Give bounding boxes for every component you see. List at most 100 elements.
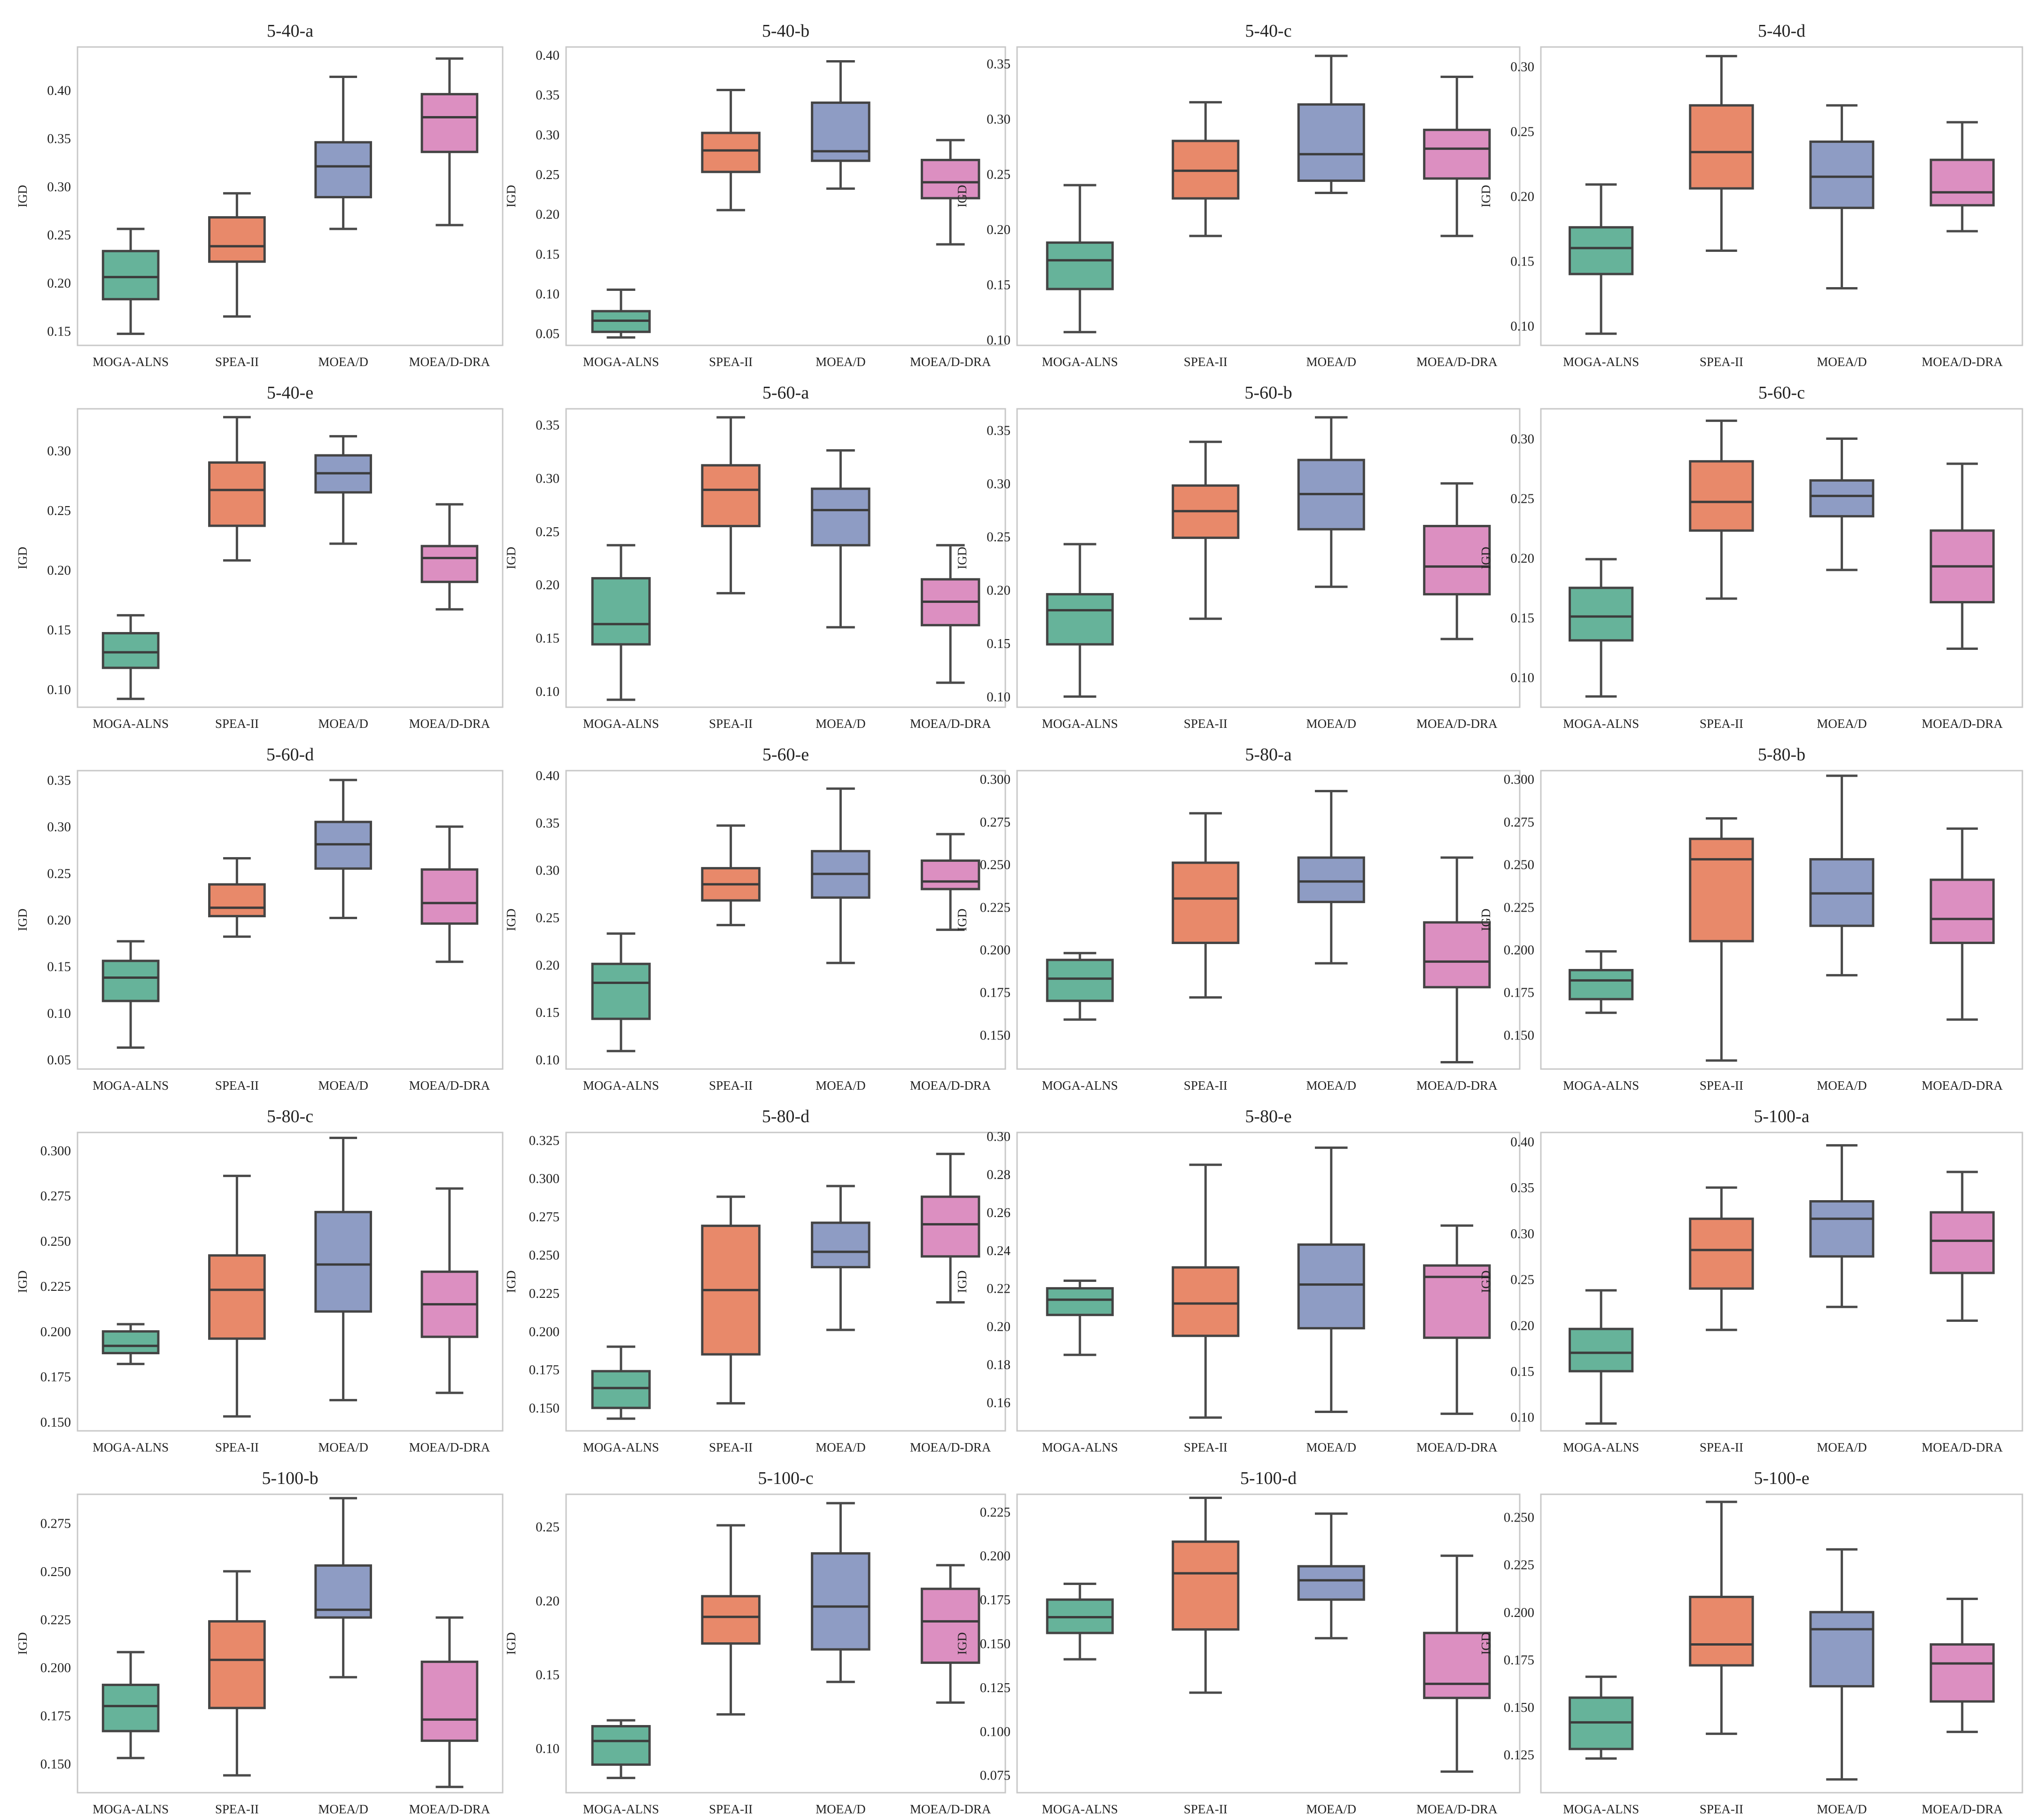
iqr-box bbox=[101, 632, 160, 669]
y-tick-label: 0.250 bbox=[529, 1248, 560, 1263]
y-tick-label: 0.300 bbox=[980, 772, 1010, 787]
iqr-box bbox=[1809, 141, 1874, 209]
box-SPEA-II bbox=[1172, 101, 1240, 237]
panel-frame bbox=[77, 46, 504, 346]
x-category-label: MOEA/D-DRA bbox=[409, 1078, 490, 1093]
iqr-box bbox=[101, 960, 160, 1002]
x-category-label: MOGA-ALNS bbox=[1563, 1802, 1639, 1816]
x-category-label: MOEA/D bbox=[1817, 1802, 1867, 1816]
y-tick-label: 0.250 bbox=[980, 858, 1010, 873]
x-category-label: SPEA-II bbox=[709, 1802, 753, 1816]
iqr-box bbox=[701, 1595, 761, 1645]
y-tick-label: 0.200 bbox=[40, 1324, 71, 1339]
box-MOEA/D bbox=[811, 1185, 870, 1331]
y-tick-label: 0.35 bbox=[536, 88, 560, 103]
iqr-box bbox=[1046, 1287, 1114, 1316]
y-axis-label: IGD bbox=[16, 547, 30, 570]
box-SPEA-II bbox=[1172, 1163, 1240, 1419]
box-MOEA/D bbox=[314, 779, 372, 920]
y-tick-label: 0.25 bbox=[1510, 1273, 1534, 1288]
x-category-label: MOEA/D bbox=[1817, 717, 1867, 731]
iqr-box bbox=[1689, 104, 1754, 190]
y-axis-label: IGD bbox=[1479, 1632, 1493, 1655]
box-SPEA-II bbox=[1689, 419, 1754, 600]
x-category-label: SPEA-II bbox=[1700, 1440, 1743, 1454]
x-category-label: MOEA/D bbox=[816, 1078, 866, 1093]
panel-5-80-a: 5-80-a IGD 0.150 0.175 0.200 0.225 0.250 0.275 0… bbox=[955, 745, 1521, 1093]
y-tick-label: 0.35 bbox=[47, 773, 71, 788]
x-category-label: SPEA-II bbox=[1184, 1802, 1228, 1816]
x-category-label: MOGA-ALNS bbox=[1563, 355, 1639, 369]
y-axis-label: IGD bbox=[504, 547, 518, 570]
y-tick-label: 0.20 bbox=[536, 207, 560, 222]
x-category-label: MOEA/D-DRA bbox=[1922, 717, 2003, 731]
panel-5-40-d: 5-40-d IGD 0.10 0.15 0.20 0.25 0.30 MOGA-ALNS SP… bbox=[1479, 21, 2023, 369]
panel-5-80-b: 5-80-b IGD 0.150 0.175 0.200 0.225 0.250 0.275 0… bbox=[1479, 745, 2023, 1093]
iqr-box bbox=[1423, 1632, 1491, 1699]
iqr-box bbox=[591, 1370, 651, 1409]
panel-5-100-d: 5-100-d IGD 0.075 0.100 0.125 0.150 0.175 0.200… bbox=[955, 1468, 1521, 1816]
panel-title: 5-60-a bbox=[762, 383, 809, 403]
y-tick-label: 0.150 bbox=[40, 1757, 71, 1772]
panel-5-60-d: 5-60-d IGD 0.05 0.10 0.15 0.20 0.25 0.30 0.35 MOG… bbox=[16, 745, 504, 1093]
y-axis-label: IGD bbox=[16, 1632, 30, 1655]
box-MOEA/D-DRA bbox=[420, 1616, 479, 1788]
iqr-box bbox=[1569, 226, 1634, 275]
box-MOEA/D bbox=[811, 1502, 870, 1683]
iqr-box bbox=[1569, 1327, 1634, 1373]
iqr-box bbox=[1929, 1643, 1995, 1703]
x-category-label: MOGA-ALNS bbox=[93, 1802, 169, 1816]
y-tick-label: 0.20 bbox=[1510, 189, 1534, 204]
y-tick-label: 0.275 bbox=[529, 1210, 560, 1225]
x-category-label: MOEA/D-DRA bbox=[409, 1440, 490, 1454]
x-category-label: SPEA-II bbox=[215, 1440, 259, 1454]
y-tick-label: 0.250 bbox=[40, 1564, 71, 1579]
iqr-box bbox=[1569, 586, 1634, 642]
y-tick-label: 0.225 bbox=[1504, 900, 1534, 915]
box-MOGA-ALNS bbox=[101, 227, 160, 335]
iqr-box bbox=[314, 141, 372, 199]
y-axis-label: IGD bbox=[504, 1632, 518, 1655]
panel-5-60-c: 5-60-c IGD 0.10 0.15 0.20 0.25 0.30 MOGA-ALNS SP… bbox=[1479, 383, 2023, 731]
box-MOEA/D-DRA bbox=[1423, 856, 1491, 1063]
box-SPEA-II bbox=[208, 416, 266, 562]
y-tick-label: 0.25 bbox=[987, 167, 1010, 182]
box-MOGA-ALNS bbox=[591, 544, 651, 701]
y-tick-label: 0.075 bbox=[980, 1768, 1010, 1783]
y-tick-label: 0.20 bbox=[47, 276, 71, 291]
iqr-box bbox=[701, 464, 761, 527]
y-tick-label: 0.275 bbox=[980, 815, 1010, 830]
box-MOEA/D bbox=[811, 60, 870, 190]
box-MOGA-ALNS bbox=[1046, 543, 1114, 698]
box-MOGA-ALNS bbox=[101, 614, 160, 700]
y-tick-label: 0.225 bbox=[1504, 1558, 1534, 1573]
y-tick-label: 0.125 bbox=[1504, 1748, 1534, 1763]
y-tick-label: 0.05 bbox=[536, 327, 560, 342]
iqr-box bbox=[101, 250, 160, 301]
x-category-label: MOEA/D bbox=[318, 717, 368, 731]
y-tick-label: 0.40 bbox=[536, 768, 560, 783]
x-category-label: SPEA-II bbox=[1184, 355, 1228, 369]
y-tick-label: 0.30 bbox=[47, 180, 71, 195]
iqr-box bbox=[1046, 959, 1114, 1002]
x-category-label: MOEA/D bbox=[816, 1802, 866, 1816]
x-category-label: MOGA-ALNS bbox=[1563, 717, 1639, 731]
y-tick-label: 0.30 bbox=[1510, 1226, 1534, 1241]
x-category-label: MOGA-ALNS bbox=[583, 717, 659, 731]
y-tick-label: 0.100 bbox=[980, 1724, 1010, 1739]
box-MOEA/D bbox=[1809, 774, 1874, 976]
y-tick-label: 0.200 bbox=[40, 1661, 71, 1676]
iqr-box bbox=[1046, 241, 1114, 290]
y-tick-label: 0.175 bbox=[980, 1593, 1010, 1608]
y-tick-label: 0.300 bbox=[40, 1143, 71, 1158]
panel-5-60-a: 5-60-a IGD 0.10 0.15 0.20 0.25 0.30 0.35 MOGA-AL… bbox=[504, 383, 1006, 731]
x-category-label: SPEA-II bbox=[709, 1078, 753, 1093]
y-tick-label: 0.300 bbox=[1504, 772, 1534, 787]
y-tick-label: 0.30 bbox=[987, 1129, 1010, 1144]
panel-5-80-e: 5-80-e IGD 0.16 0.18 0.20 0.22 0.24 0.26 0.28 0.3… bbox=[955, 1107, 1521, 1454]
y-tick-label: 0.15 bbox=[536, 247, 560, 262]
y-tick-label: 0.250 bbox=[1504, 1510, 1534, 1525]
x-category-label: MOEA/D bbox=[1306, 1802, 1357, 1816]
iqr-box bbox=[1423, 524, 1491, 596]
x-category-label: MOEA/D-DRA bbox=[1416, 355, 1498, 369]
